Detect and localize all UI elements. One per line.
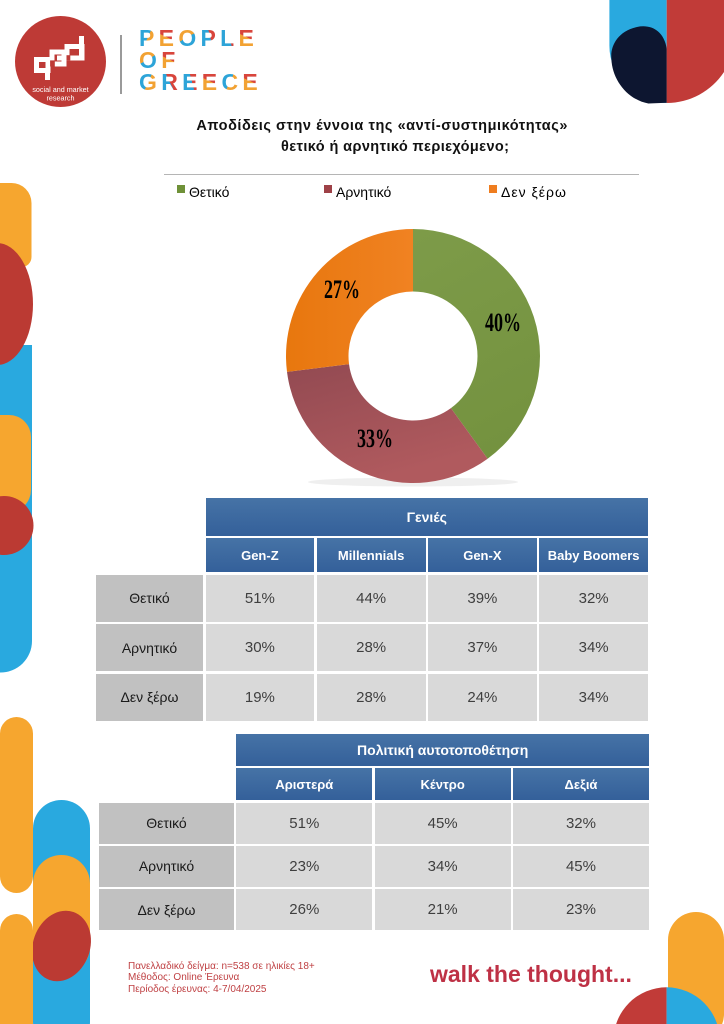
svg-text:social and market: social and market — [32, 85, 88, 94]
svg-text:research: research — [47, 94, 75, 103]
